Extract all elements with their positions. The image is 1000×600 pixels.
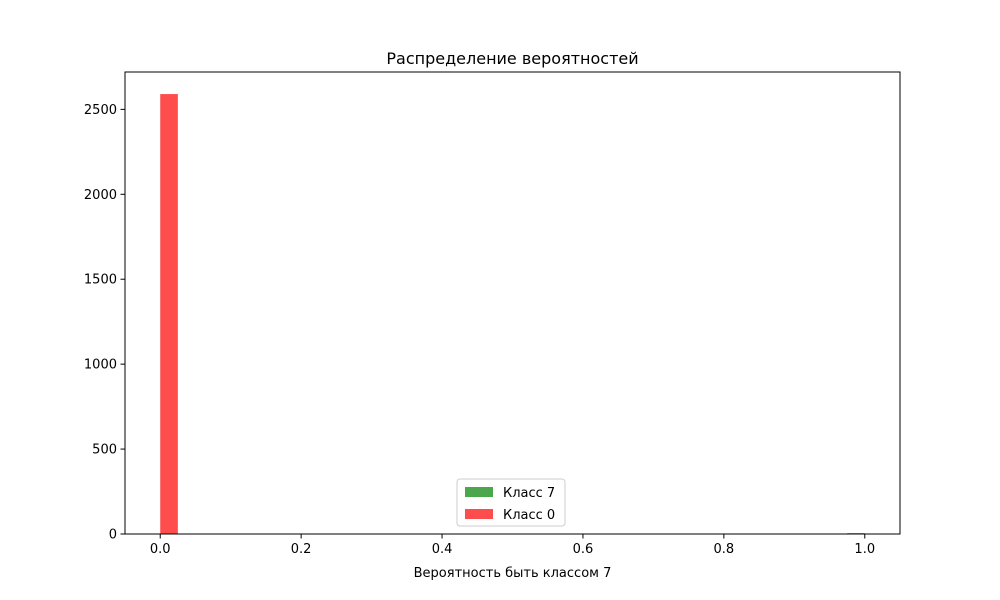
legend: Класс 7 Класс 0 bbox=[456, 478, 566, 527]
x-tick-label: 0.0 bbox=[150, 542, 171, 557]
y-axis-ticks: 0 500 1000 1500 2000 2500 bbox=[84, 103, 125, 543]
x-tick-label: 0.2 bbox=[291, 542, 312, 557]
chart-title: Распределение вероятностей bbox=[386, 49, 638, 68]
x-tick-label: 0.6 bbox=[573, 542, 594, 557]
x-tick-label: 0.4 bbox=[432, 542, 453, 557]
x-axis-ticks: 0.0 0.2 0.4 0.6 0.8 1.0 bbox=[150, 534, 875, 557]
bar-series-1-bin-0 bbox=[160, 94, 178, 535]
y-tick-label: 2000 bbox=[84, 188, 117, 203]
y-tick-label: 2500 bbox=[84, 103, 117, 118]
plot-frame bbox=[124, 71, 901, 535]
x-axis-label: Вероятность быть классом 7 bbox=[414, 566, 612, 581]
legend-swatch-class-0 bbox=[465, 509, 493, 519]
x-tick-label: 1.0 bbox=[854, 542, 875, 557]
y-tick-label: 500 bbox=[92, 443, 117, 458]
y-tick-label: 0 bbox=[109, 528, 117, 543]
legend-label-class-0: Класс 0 bbox=[503, 508, 555, 523]
legend-label-class-7: Класс 7 bbox=[503, 486, 555, 501]
x-tick-label: 0.8 bbox=[714, 542, 735, 557]
y-tick-label: 1000 bbox=[84, 358, 117, 373]
y-tick-label: 1500 bbox=[84, 273, 117, 288]
legend-swatch-class-7 bbox=[465, 487, 493, 497]
